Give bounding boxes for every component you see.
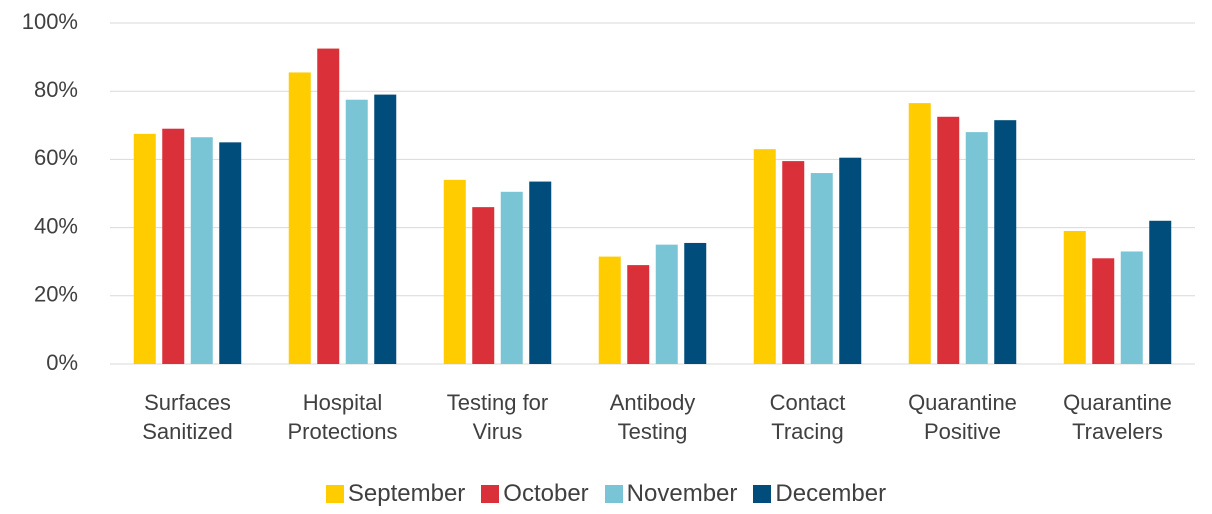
x-tick-label: Quarantine Positive (908, 390, 1017, 444)
legend-label: September (347, 480, 466, 507)
y-tick-label: 80% (34, 77, 78, 102)
bar (472, 207, 495, 364)
legend-swatch (481, 485, 500, 503)
y-tick-label: 60% (34, 145, 78, 170)
bar (598, 256, 621, 364)
bar (219, 142, 242, 364)
x-tick-label: Testing for Virus (446, 390, 549, 444)
y-tick-label: 0% (46, 350, 78, 375)
bar (1120, 251, 1143, 364)
x-tick-label: Surfaces Sanitized (142, 390, 233, 444)
bar (288, 72, 311, 364)
bar (994, 120, 1017, 364)
x-tick-label: Contact Tracing (769, 390, 846, 444)
bar (908, 103, 931, 364)
bar (782, 161, 805, 364)
legend-label: October (503, 480, 589, 507)
legend-swatch (753, 485, 772, 503)
bar (965, 132, 988, 364)
y-tick-label: 20% (34, 282, 78, 307)
x-tick-label: Quarantine Travelers (1063, 390, 1172, 444)
bar (1063, 231, 1086, 364)
bar (937, 116, 960, 365)
bar (374, 94, 397, 365)
bar (443, 179, 466, 364)
bar (810, 173, 833, 364)
bar (345, 99, 368, 364)
bar (317, 48, 340, 364)
bar (500, 191, 523, 364)
bar (162, 128, 185, 364)
legend-item: October (481, 480, 589, 508)
x-tick-label: Antibody Testing (609, 390, 696, 444)
bar (655, 244, 678, 364)
y-tick-label: 40% (34, 213, 78, 238)
legend: September October November December (0, 480, 1212, 508)
bar (753, 149, 776, 364)
bar (627, 265, 650, 364)
bar (684, 242, 707, 364)
legend-swatch (604, 485, 623, 503)
bar (1149, 220, 1172, 364)
legend-label: November (626, 480, 738, 507)
bar (133, 133, 156, 364)
y-tick-label: 100% (22, 9, 78, 34)
bar (529, 181, 552, 364)
legend-item: December (753, 480, 886, 508)
legend-item: September (325, 480, 466, 508)
x-tick-label: Hospital Protections (287, 390, 398, 444)
bar (839, 157, 862, 364)
legend-item: November (604, 480, 738, 508)
legend-swatch (325, 485, 344, 503)
legend-label: December (775, 480, 887, 507)
bar (1092, 258, 1115, 364)
bar (190, 137, 213, 364)
